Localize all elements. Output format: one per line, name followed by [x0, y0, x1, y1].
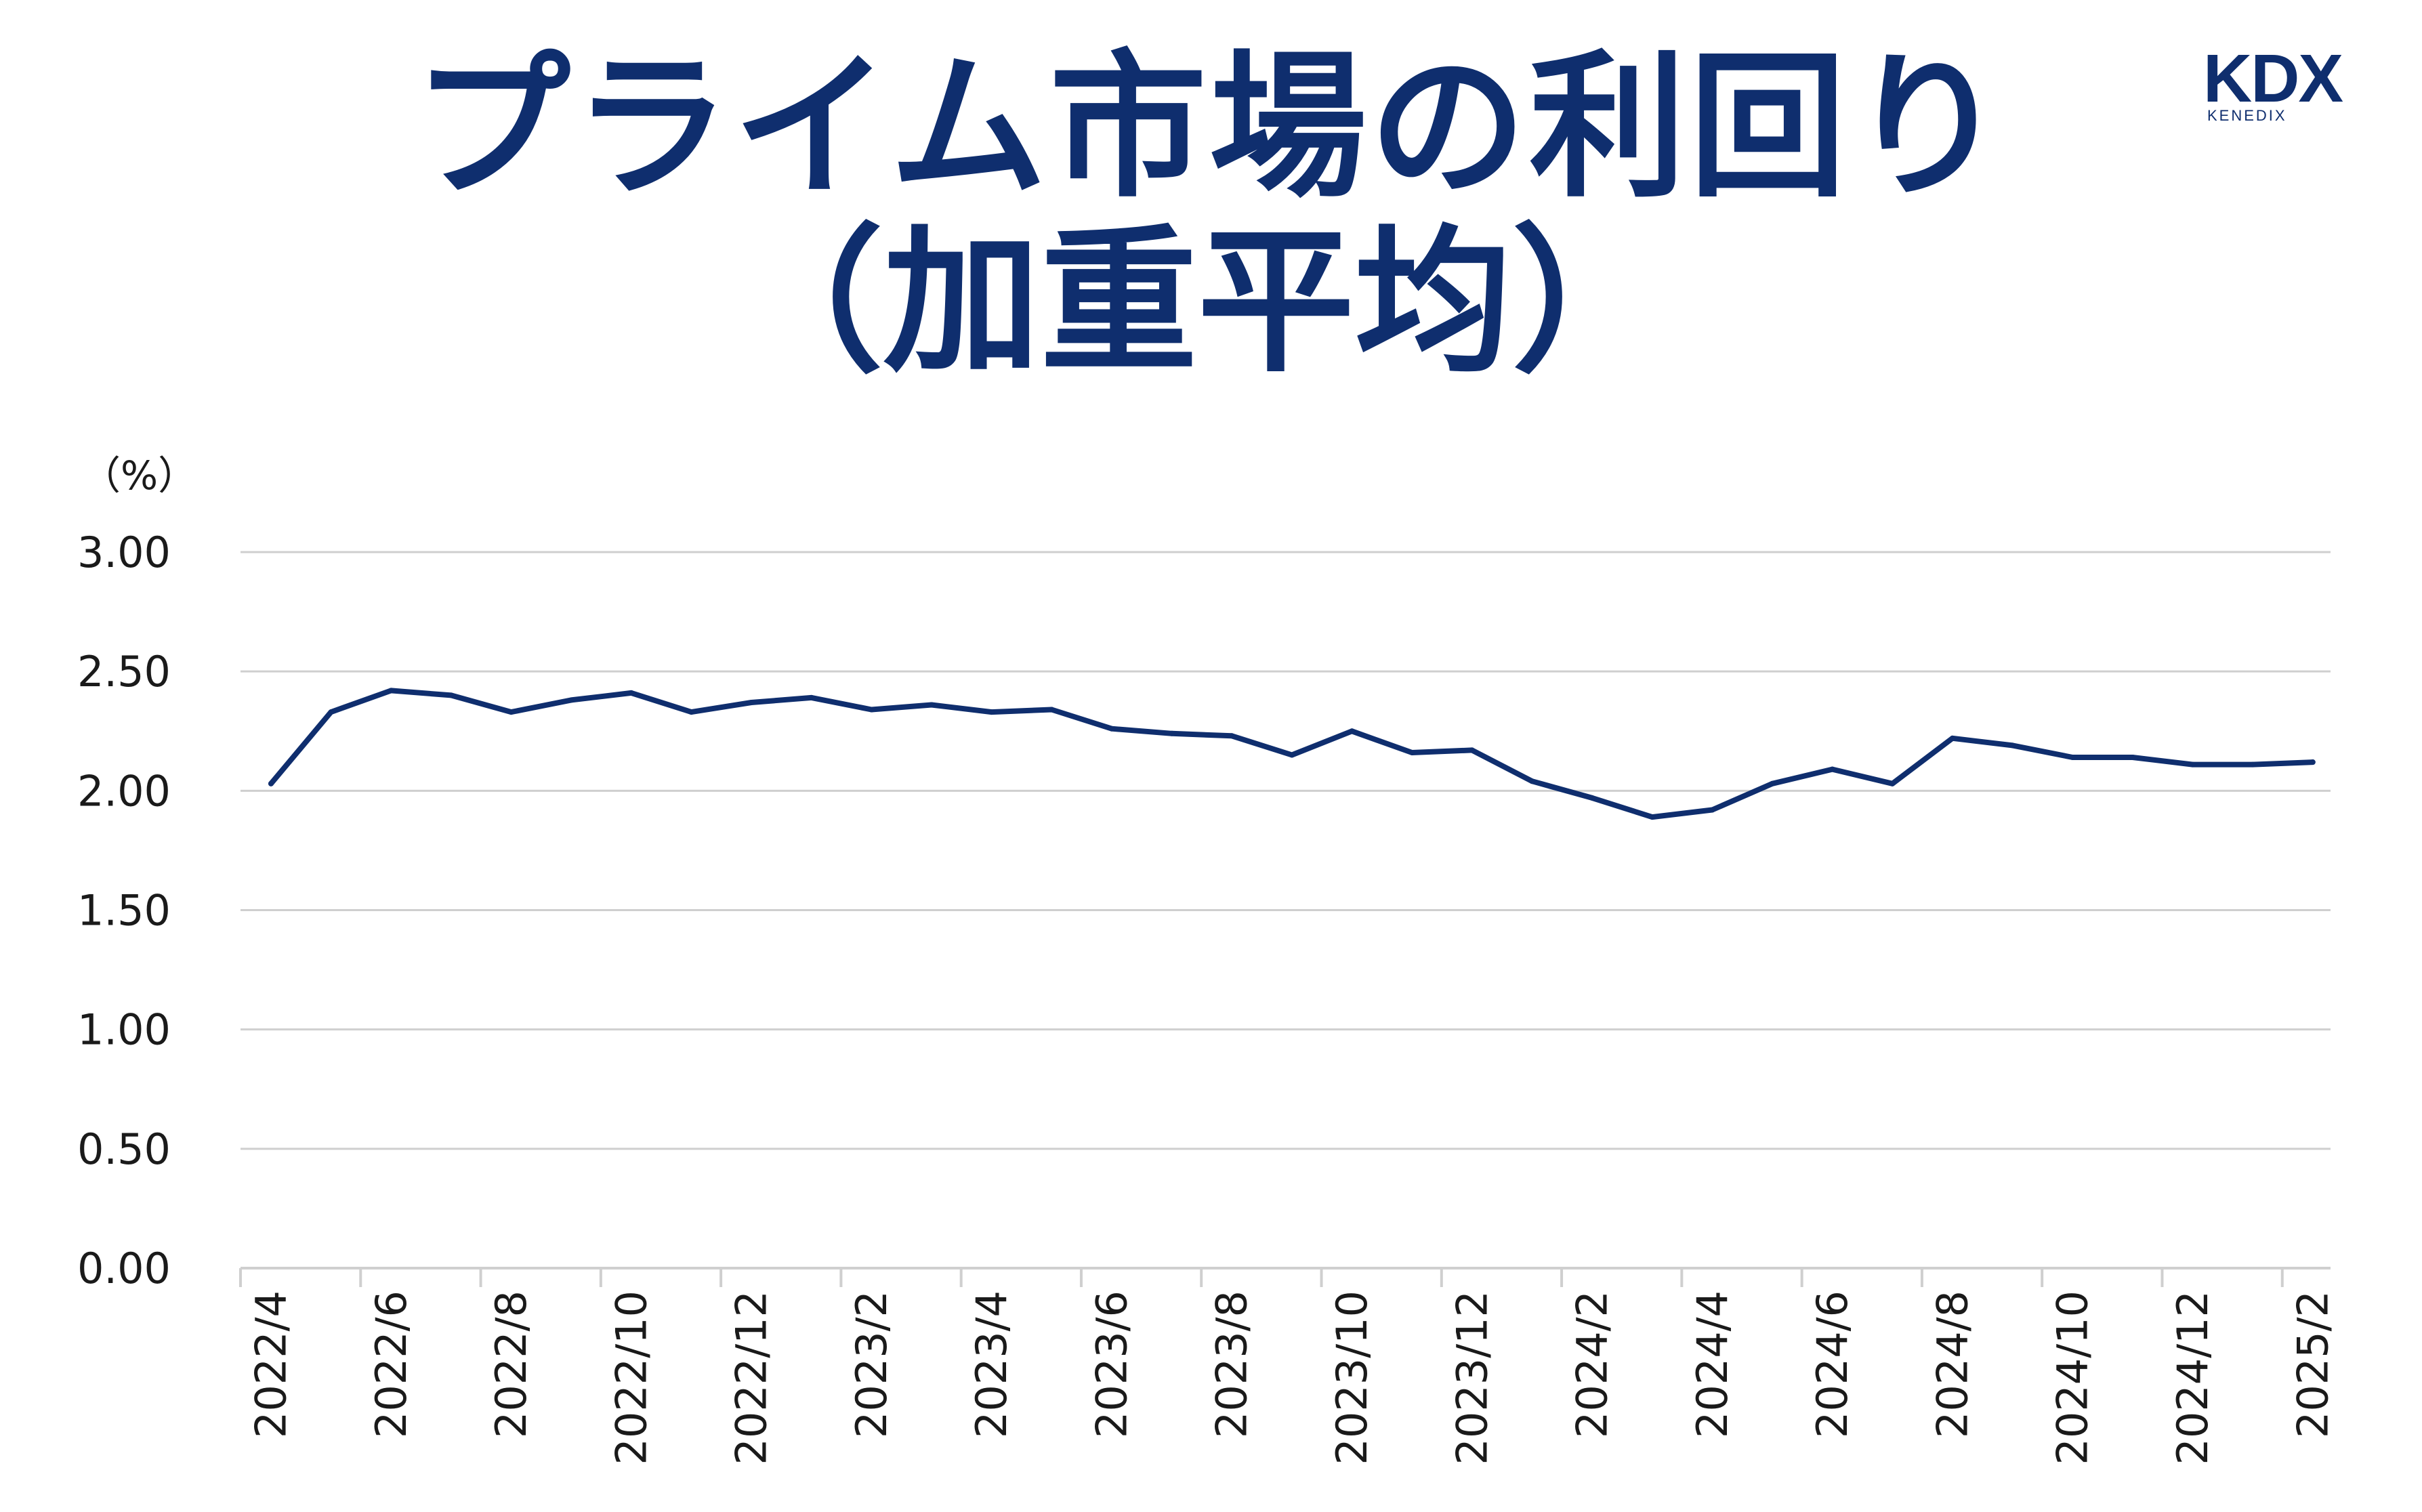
- data-point: [1529, 778, 1535, 784]
- x-tick-label: 2022/10: [606, 1290, 656, 1465]
- data-point: [2190, 761, 2196, 768]
- data-point: [2009, 742, 2016, 749]
- y-axis: （%） 3.00 2.50 2.00 1.50 1.00 0.50 0.00: [77, 453, 197, 1293]
- x-tick-label: 2024/2: [1568, 1290, 1617, 1438]
- y-tick-label: 0.50: [77, 1125, 171, 1174]
- data-point: [929, 702, 935, 708]
- data-point: [1649, 814, 1655, 820]
- y-tick-label: 0.00: [77, 1244, 171, 1293]
- data-point: [2129, 755, 2135, 761]
- y-tick-label: 2.00: [77, 766, 171, 816]
- y-tick-label: 1.50: [77, 886, 171, 936]
- data-point: [1049, 707, 1055, 713]
- data-point: [1469, 747, 1475, 753]
- x-tick-label: 2024/6: [1808, 1290, 1857, 1438]
- x-tick-label: 2024/10: [2048, 1290, 2097, 1465]
- data-point: [1949, 735, 1955, 741]
- data-point: [1349, 728, 1355, 734]
- series-primary-yield: [268, 688, 2316, 820]
- data-point: [388, 688, 394, 694]
- x-tick-label: 2022/8: [486, 1290, 536, 1438]
- x-tick-label: 2023/4: [967, 1290, 1016, 1438]
- data-point: [1169, 730, 1175, 736]
- x-axis: 2022/4 2022/6 2022/8 2022/10 2022/12 2023/2 20…: [239, 1267, 2337, 1465]
- y-tick-label: 1.00: [77, 1005, 171, 1055]
- chart-title-line1: プライム市場の利回り: [413, 36, 2009, 219]
- data-point: [688, 709, 694, 715]
- x-tick-label: 2022/12: [727, 1290, 776, 1465]
- data-point: [1229, 733, 1235, 739]
- data-point: [1709, 807, 1715, 813]
- x-tick-label: 2023/8: [1207, 1290, 1257, 1438]
- logo-wordmark: KDX: [2203, 41, 2343, 117]
- data-point: [1829, 766, 1835, 772]
- data-point: [808, 694, 814, 700]
- data-point: [568, 697, 575, 703]
- y-tick-label: 3.00: [77, 528, 171, 577]
- y-tick-label: 2.50: [77, 647, 171, 696]
- chart-title-line2: （加重平均）: [726, 211, 1669, 394]
- data-point: [1589, 795, 1595, 801]
- data-point: [268, 780, 274, 786]
- x-tick-label: 2022/4: [247, 1290, 296, 1438]
- data-point: [508, 709, 514, 715]
- x-tick-label: 2025/2: [2288, 1290, 2337, 1438]
- data-point: [2250, 761, 2256, 768]
- kdx-logo: KDX KENEDIX: [2203, 41, 2379, 123]
- data-point: [869, 707, 875, 713]
- data-point: [1289, 752, 1295, 758]
- data-point: [988, 709, 995, 715]
- x-tick-label: 2024/8: [1927, 1290, 1977, 1438]
- x-tick-label: 2023/12: [1447, 1290, 1497, 1465]
- x-tick-label: 2023/10: [1327, 1290, 1377, 1465]
- logo-subtitle: KENEDIX: [2207, 107, 2287, 124]
- data-point: [1770, 780, 1775, 786]
- x-tick-label: 2023/6: [1087, 1290, 1136, 1438]
- x-tick-label: 2024/4: [1688, 1290, 1737, 1438]
- data-point: [1889, 780, 1896, 786]
- x-tick-label: 2024/12: [2168, 1290, 2217, 1465]
- x-tick-label: 2023/2: [847, 1290, 896, 1438]
- x-tick-label: 2022/6: [367, 1290, 416, 1438]
- data-point: [328, 709, 334, 715]
- data-point: [2310, 759, 2316, 765]
- data-point: [749, 699, 755, 705]
- grid-lines: [241, 551, 2331, 1150]
- y-axis-unit-label: （%）: [81, 453, 197, 499]
- data-point: [448, 692, 454, 698]
- data-point: [1108, 726, 1114, 732]
- data-point: [2070, 755, 2076, 761]
- data-point: [1409, 749, 1415, 755]
- data-point: [628, 690, 634, 696]
